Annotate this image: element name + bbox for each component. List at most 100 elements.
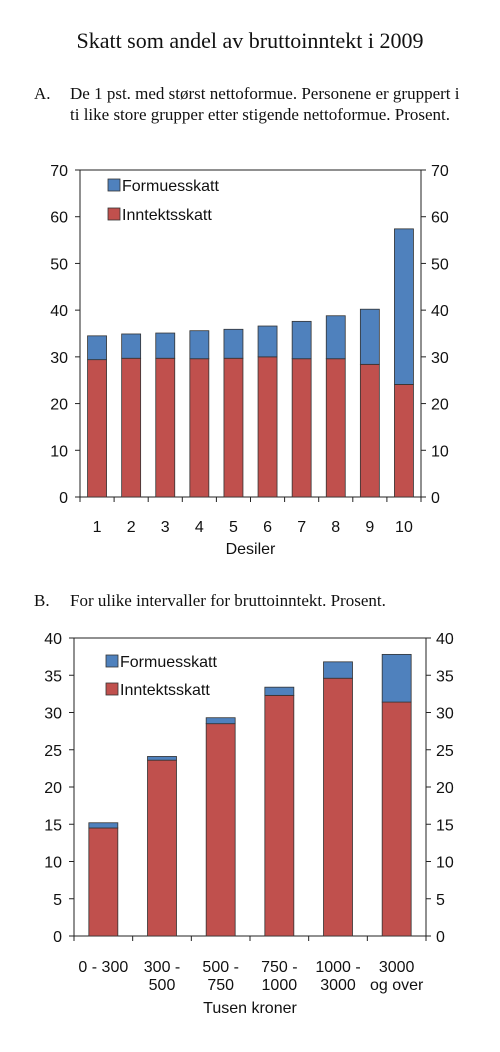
chart-a-category-label: 3: [161, 519, 170, 536]
chart-a-ytick-label-right: 20: [431, 397, 449, 414]
chart-b-bar-formuesskatt: [323, 661, 353, 679]
chart-b-x-axis-label: Tusen kroner: [203, 1000, 297, 1017]
chart-b-category-label: 0 - 300: [78, 959, 128, 976]
chart-b-bar-formuesskatt: [205, 717, 236, 725]
chart-a-bar-formuesskatt: [223, 328, 244, 359]
chart-a-legend-swatch-formuesskatt: [107, 178, 121, 192]
chart-a-ytick-label-right: 0: [431, 490, 440, 507]
panel-a-description: De 1 pst. med størst nettoformue. Person…: [70, 84, 460, 124]
chart-b-ytick-label-left: 5: [53, 892, 62, 909]
chart-a-bar-inntektsskatt: [325, 358, 346, 498]
chart-a-category-label: 10: [395, 519, 413, 536]
chart-a-bar-formuesskatt: [121, 333, 142, 359]
chart-b-category-label: 1000 -: [315, 959, 360, 976]
chart-b-ytick-label-right: 30: [436, 706, 454, 723]
panel-b-subtitle: B. For ulike intervaller for bruttoinnte…: [34, 590, 454, 612]
chart-a-bar-inntektsskatt: [189, 358, 210, 498]
chart-a-bar-formuesskatt: [155, 332, 176, 359]
chart-a-bar-formuesskatt: [189, 330, 210, 360]
chart-b-category-label: og over: [370, 977, 424, 994]
chart-b-ytick-label-right: 10: [436, 855, 454, 872]
chart-a-bar-inntektsskatt: [257, 356, 278, 498]
chart-b-legend-swatch-formuesskatt: [105, 654, 119, 668]
chart-a-ytick-label-left: 20: [50, 397, 68, 414]
chart-b-ytick-label-left: 20: [44, 780, 62, 797]
chart-a-ytick-label-right: 40: [431, 303, 449, 320]
chart-a-ytick-label-left: 10: [50, 443, 68, 460]
chart-a-ytick-label-left: 70: [50, 163, 68, 180]
panel-a-letter: A.: [34, 84, 51, 103]
chart-a-ytick-label-right: 50: [431, 256, 449, 273]
chart-a-ytick-label-left: 0: [59, 490, 68, 507]
chart-b-bar-formuesskatt: [381, 653, 412, 703]
chart-a-ytick-label-right: 10: [431, 443, 449, 460]
chart-a-category-label: 6: [263, 519, 272, 536]
chart-b-category-label: 3000: [379, 959, 415, 976]
chart-a-bar-formuesskatt: [291, 320, 312, 360]
chart-a-ytick-label-left: 60: [50, 210, 68, 227]
chart-a-bar-formuesskatt: [87, 335, 107, 361]
chart-b-bar-inntektsskatt: [147, 759, 177, 937]
chart-a-category-label: 4: [195, 519, 204, 536]
panel-b-description: For ulike intervaller for bruttoinntekt.…: [70, 591, 386, 610]
chart-a-bar-inntektsskatt: [394, 384, 414, 498]
chart-a-bar-formuesskatt: [394, 228, 414, 385]
chart-a-ytick-label-left: 40: [50, 303, 68, 320]
chart-b-ytick-label-right: 40: [436, 631, 454, 648]
panel-a-subtitle: A. De 1 pst. med størst nettoformue. Per…: [34, 83, 460, 149]
chart-b-plot: 0 0 5 5 10 10 15 15 20 20 25 25 30 30 35 35 40 40 0 - 300 3…: [44, 631, 454, 1017]
chart-b-category-label: 300 -: [144, 959, 180, 976]
chart-b-bar-inntektsskatt: [323, 677, 353, 937]
chart-b-legend-label-inntektsskatt: Inntektsskatt: [120, 682, 210, 699]
chart-a-category-label: 5: [229, 519, 238, 536]
chart-b-ytick-label-left: 15: [44, 817, 62, 834]
chart-b-category-label: 1000: [262, 977, 298, 994]
chart-b-ytick-label-right: 0: [436, 929, 445, 946]
chart-b-bar-formuesskatt: [88, 822, 119, 829]
chart-a-ytick-label-left: 50: [50, 256, 68, 273]
chart-b-ytick-label-left: 40: [44, 631, 62, 648]
chart-a-category-label: 1: [93, 519, 102, 536]
chart-a-legend-label-inntektsskatt: Inntektsskatt: [122, 207, 212, 224]
chart-b-bar-formuesskatt: [147, 756, 177, 761]
chart-a-legend-label-formuesskatt: Formuesskatt: [122, 178, 219, 195]
chart-b-category-label: 500 -: [202, 959, 238, 976]
chart-b-ytick-label-right: 25: [436, 743, 454, 760]
chart-b-ytick-label-right: 20: [436, 780, 454, 797]
chart-b-bar-inntektsskatt: [205, 723, 236, 937]
chart-a-ytick-label-right: 60: [431, 210, 449, 227]
chart-a-bar-formuesskatt: [257, 325, 278, 358]
chart-b-bar-inntektsskatt: [264, 694, 295, 937]
chart-a-ytick-label-right: 70: [431, 163, 449, 180]
chart-b-category-label: 500: [149, 977, 176, 994]
chart-b-ytick-label-left: 30: [44, 706, 62, 723]
chart-b-bar-inntektsskatt: [88, 827, 119, 937]
chart-b-ytick-label-left: 25: [44, 743, 62, 760]
chart-b-ytick-label-left: 35: [44, 668, 62, 685]
chart-b-ytick-label-right: 35: [436, 668, 454, 685]
chart-a-bar-inntektsskatt: [87, 359, 107, 498]
chart-b-category-label: 750 -: [261, 959, 297, 976]
chart-a-ytick-label-right: 30: [431, 350, 449, 367]
chart-main-title: Skatt som andel av bruttoinntekt i 2009: [76, 28, 424, 53]
chart-b-ytick-label-left: 0: [53, 929, 62, 946]
chart-b-bar-inntektsskatt: [381, 701, 412, 937]
chart-a-category-label: 9: [365, 519, 374, 536]
chart-a-bar-formuesskatt: [325, 315, 346, 360]
chart-a-bar-inntektsskatt: [359, 363, 380, 498]
chart-a-bar-inntektsskatt: [155, 357, 176, 498]
chart-b-ytick-label-right: 5: [436, 892, 445, 909]
chart-b-category-label: 750: [207, 977, 234, 994]
chart-a-ytick-label-left: 30: [50, 350, 68, 367]
chart-a-category-label: 8: [331, 519, 340, 536]
chart-a-bar-inntektsskatt: [223, 357, 244, 498]
chart-b-legend-label-formuesskatt: Formuesskatt: [120, 654, 217, 671]
chart-a-bar-inntektsskatt: [291, 358, 312, 498]
chart-a-legend-swatch-inntektsskatt: [107, 207, 121, 221]
chart-a-category-label: 2: [127, 519, 136, 536]
chart-a-x-axis-label: Desiler: [226, 541, 276, 558]
panel-b-letter: B.: [34, 591, 50, 610]
chart-b-legend-swatch-inntektsskatt: [105, 682, 119, 696]
chart-a-bar-formuesskatt: [359, 308, 380, 365]
chart-b-category-label: 3000: [320, 977, 356, 994]
